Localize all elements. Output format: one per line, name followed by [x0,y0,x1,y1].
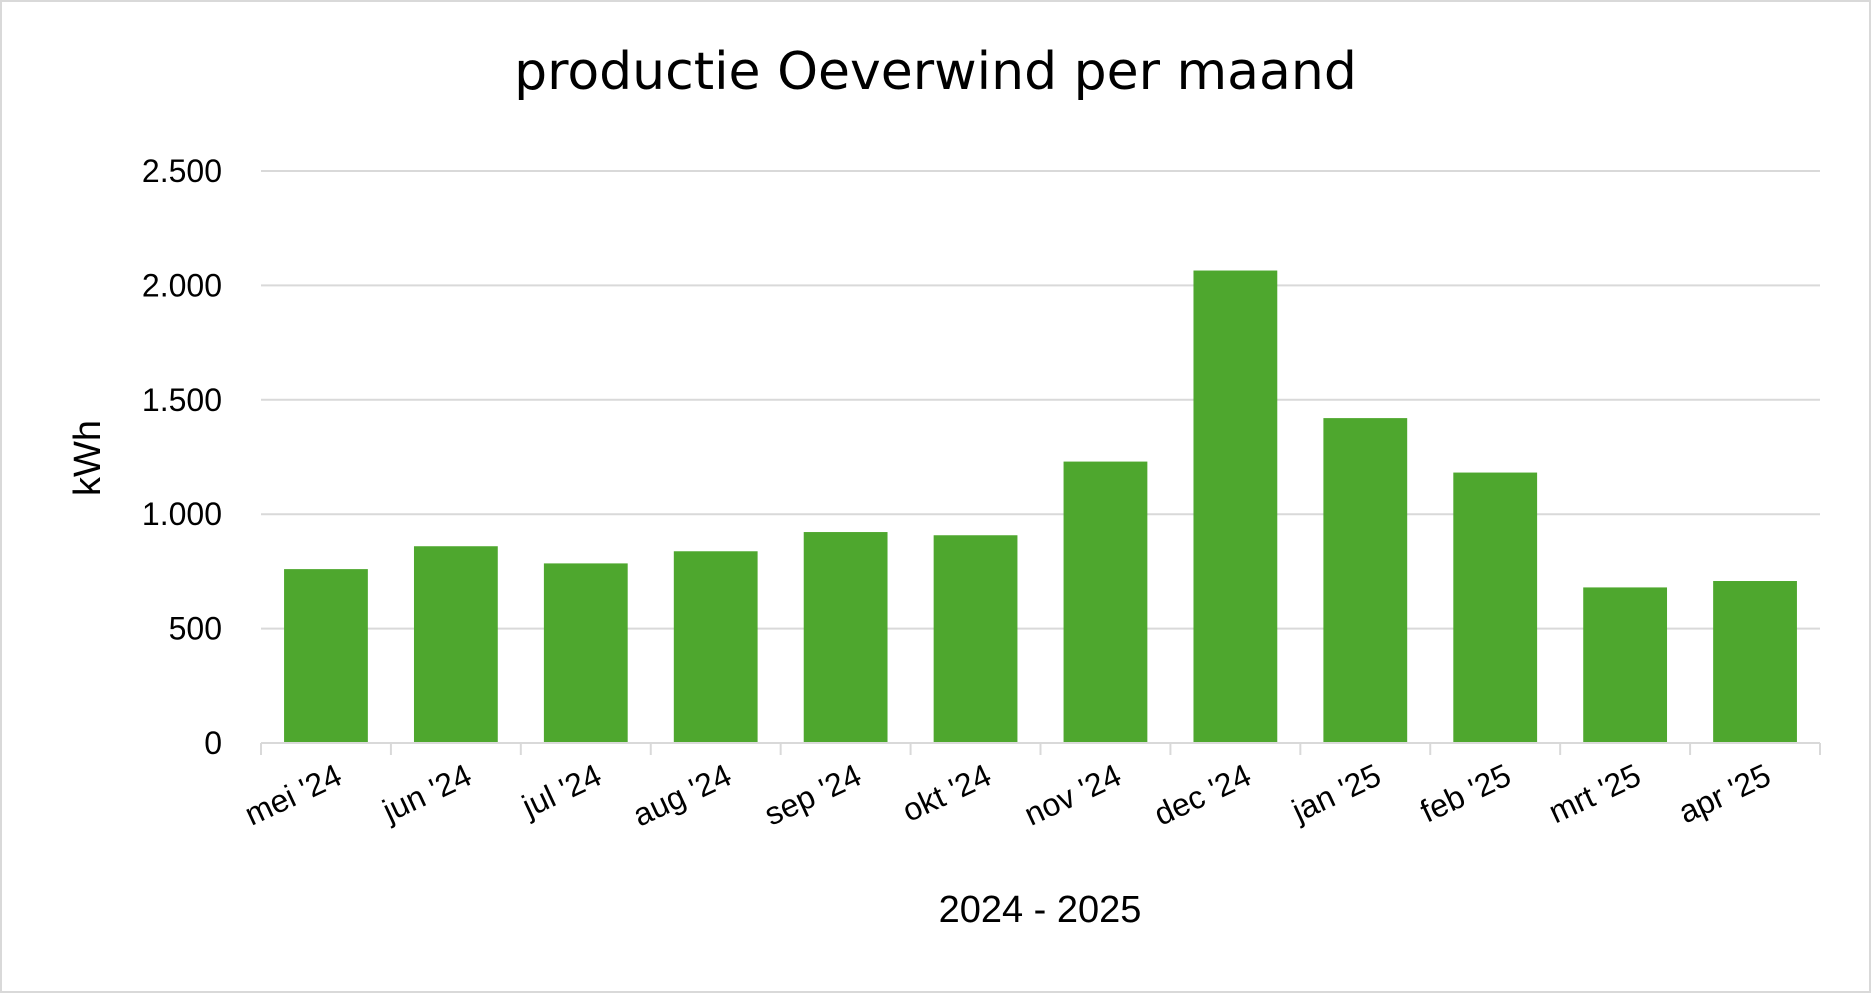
bar [1063,461,1148,743]
y-tick-label: 2.000 [142,267,222,303]
x-tick-label: jul '24 [516,757,607,825]
x-tick-label: jun '24 [376,757,477,829]
x-tick-label: dec '24 [1149,757,1257,833]
bar [1713,581,1797,743]
bar [803,532,888,743]
y-tick-label: 2.500 [142,153,222,189]
y-tick-label: 1.000 [142,496,222,532]
bar [933,535,1018,743]
x-axis-title: 2024 - 2025 [939,889,1142,931]
y-tick-label: 1.500 [142,382,222,418]
bar [284,569,368,743]
x-tick-label: aug '24 [627,757,736,834]
bar [673,551,758,743]
x-axis [260,742,1821,755]
y-axis-title: kWh [67,420,109,496]
bar [1193,270,1278,743]
x-axis-ticks: mei '24 jun '24 jul '24 aug '24 sep '24 okt '… [239,757,1776,834]
x-tick-label: jan '25 [1286,757,1387,829]
x-tick-label: okt '24 [897,757,997,829]
x-tick-label: feb '25 [1415,757,1516,830]
x-tick-label: mei '24 [239,757,347,833]
chart-title: productie Oeverwind per maand [514,42,1357,102]
x-tick-label: sep '24 [759,757,867,833]
bars [284,270,1797,743]
bar [543,563,628,743]
bar [1583,587,1668,743]
bar [413,546,498,743]
bar [1323,418,1408,743]
y-tick-label: 0 [204,725,222,761]
x-tick-label: nov '24 [1019,757,1127,833]
y-axis-ticks: 0 500 1.000 1.500 2.000 2.500 [142,153,222,761]
x-tick-label: mrt '25 [1543,757,1646,831]
bar [1453,472,1538,743]
gridlines [261,170,1820,630]
x-tick-label: apr '25 [1673,757,1776,831]
y-tick-label: 500 [169,611,222,647]
